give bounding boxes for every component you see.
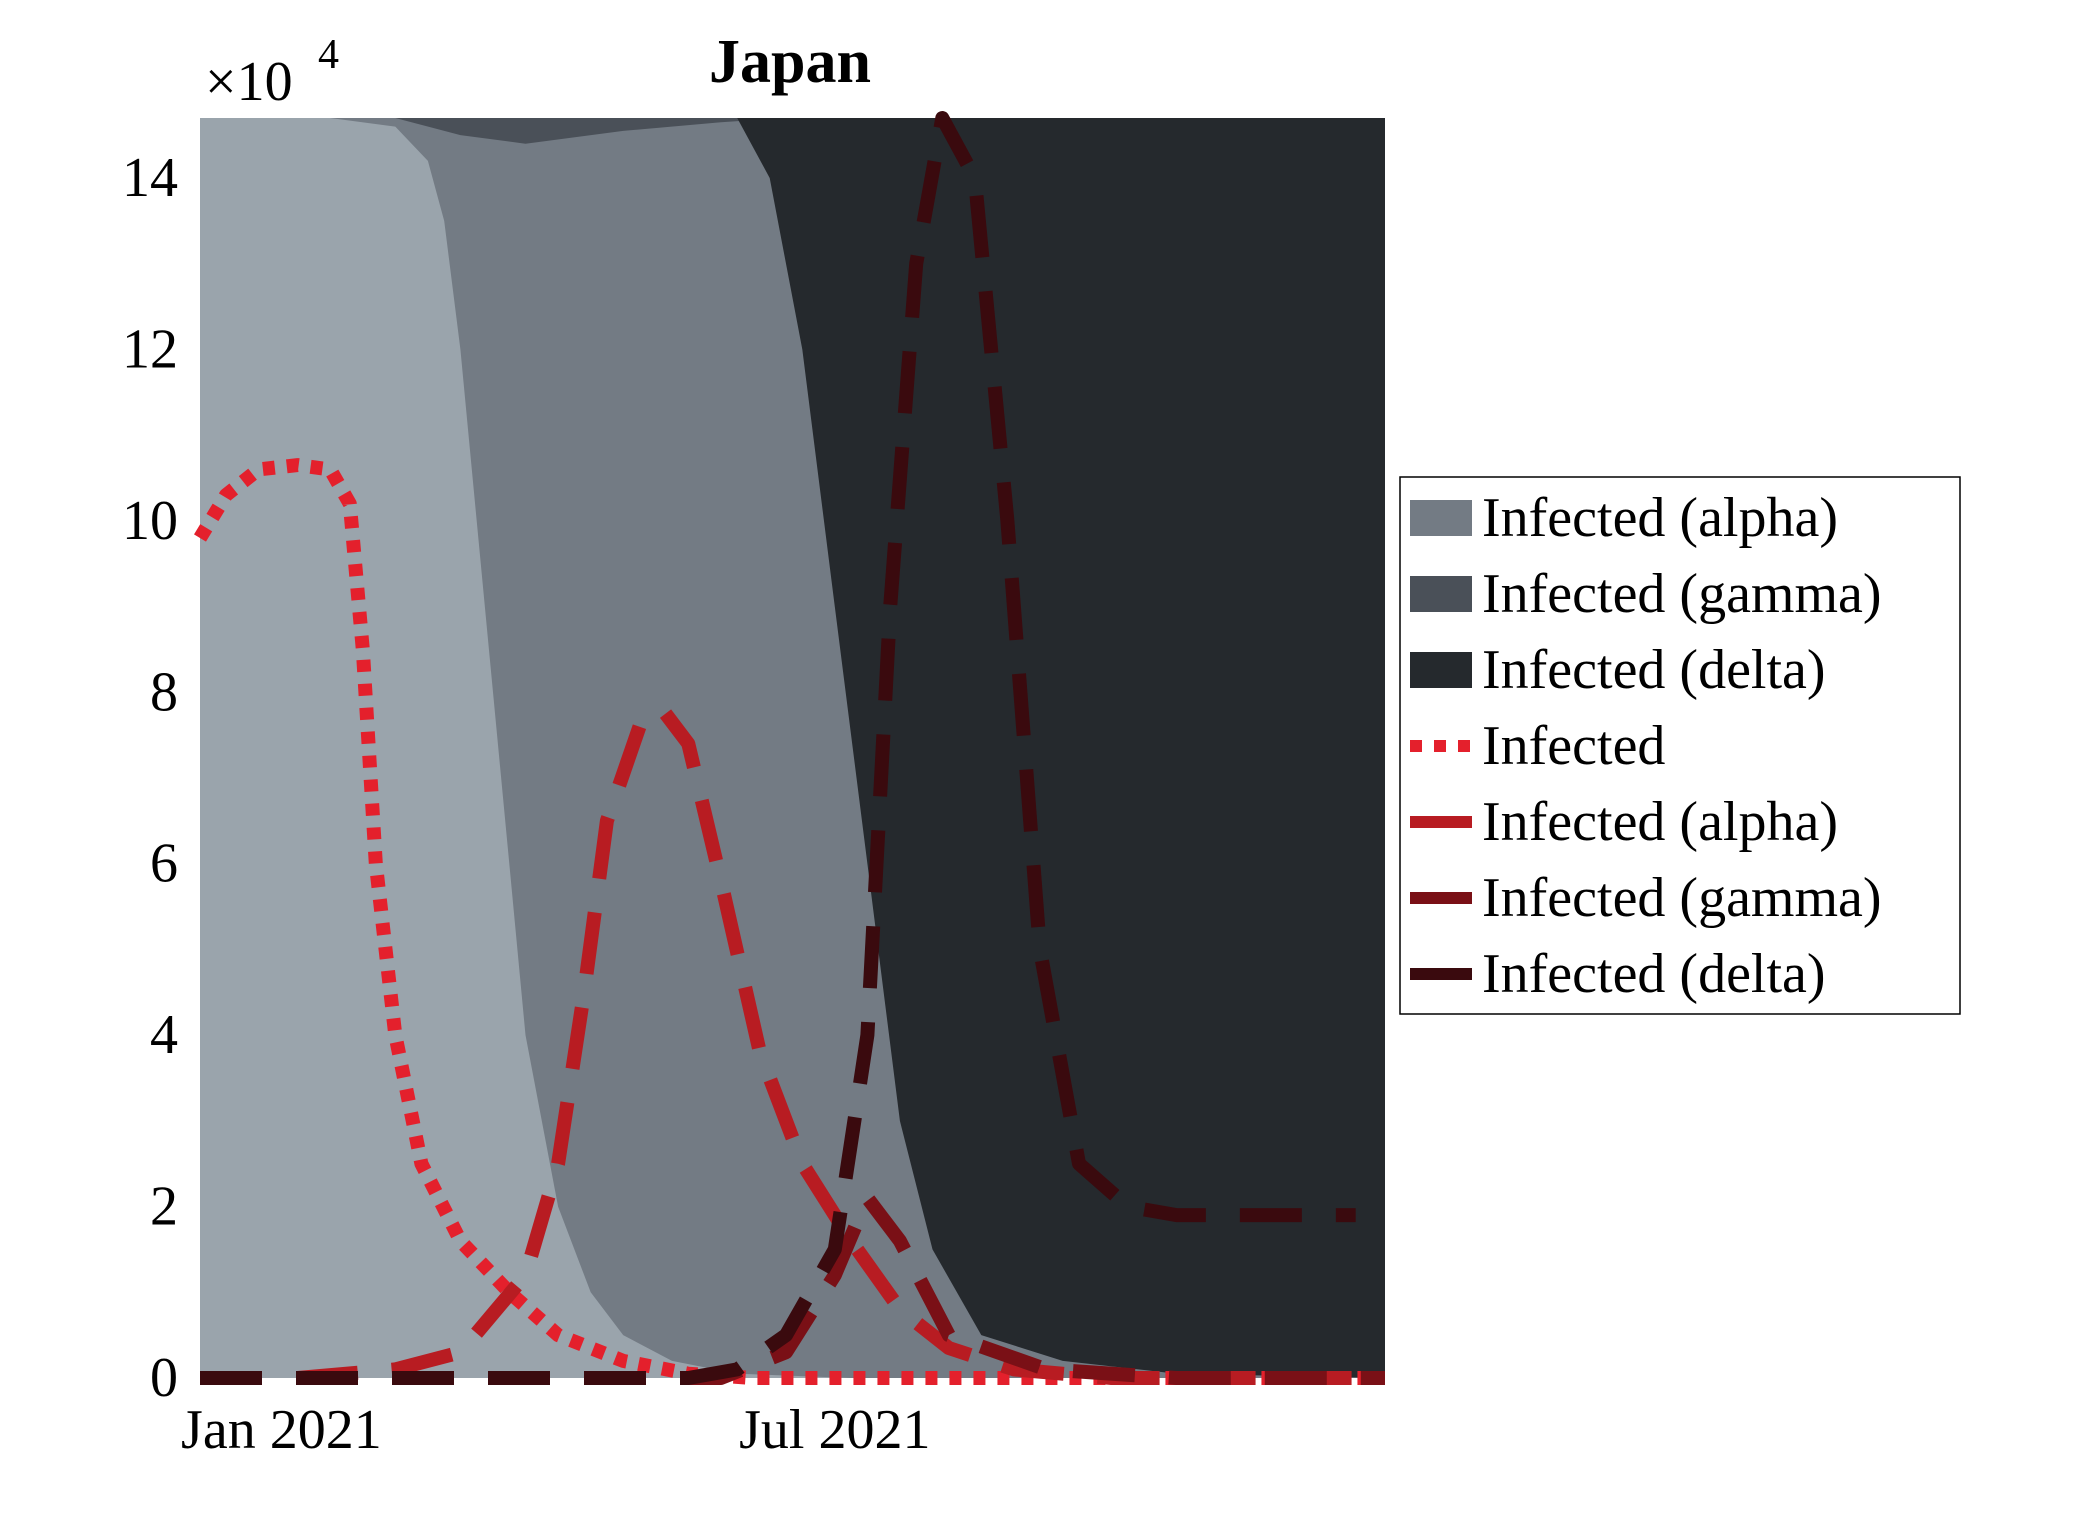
x-tick-label: Jan 2021	[181, 1399, 382, 1461]
legend-swatch	[1410, 500, 1472, 536]
y-tick-label: 10	[122, 490, 178, 552]
y-tick-label: 4	[150, 1004, 178, 1066]
x-axis: Jan 2021 Jul 2021	[181, 1399, 930, 1461]
series-lines	[194, 111, 1385, 1385]
legend-box	[1399, 476, 1961, 1015]
stacked-areas	[200, 118, 1385, 1378]
chart-title: Japan	[709, 28, 871, 96]
series-line-0	[194, 458, 1385, 1385]
y-axis: 0 2 4 6 8 10 12 14	[122, 147, 178, 1409]
y-tick-label: 14	[122, 147, 178, 209]
y-tick-label: 2	[150, 1176, 178, 1238]
y-tick-label: 6	[150, 833, 178, 895]
legend: Infected (alpha) Infected (gamma) Infected…	[1399, 476, 1961, 1015]
area-gamma-band	[200, 118, 1385, 144]
legend-entry-label: Infected (delta)	[1482, 639, 1826, 701]
legend-entry-label: Infected (alpha)	[1482, 487, 1838, 549]
legend-entry-label: Infected (delta)	[1482, 943, 1826, 1005]
y-exponent-base: ×10	[205, 51, 293, 113]
y-exponent-label: ×10 4	[205, 32, 339, 113]
series-line-3	[200, 111, 1356, 1385]
y-tick-label: 12	[122, 318, 178, 380]
series-line-2	[200, 1191, 1385, 1385]
y-tick-label: 8	[150, 661, 178, 723]
legend-swatch	[1410, 576, 1472, 612]
series-line-1	[200, 702, 1385, 1385]
legend-entry-label: Infected (gamma)	[1482, 563, 1882, 625]
legend-swatch	[1410, 652, 1472, 688]
y-tick-label: 0	[150, 1347, 178, 1409]
legend-entry-label: Infected (gamma)	[1482, 867, 1882, 929]
legend-entry-label: Infected	[1482, 715, 1665, 777]
legend-entry-label: Infected (alpha)	[1482, 791, 1838, 853]
area-delta	[200, 118, 1385, 1378]
area-alpha	[200, 118, 1385, 1378]
y-exponent-power: 4	[318, 32, 339, 78]
x-tick-label: Jul 2021	[739, 1399, 930, 1461]
